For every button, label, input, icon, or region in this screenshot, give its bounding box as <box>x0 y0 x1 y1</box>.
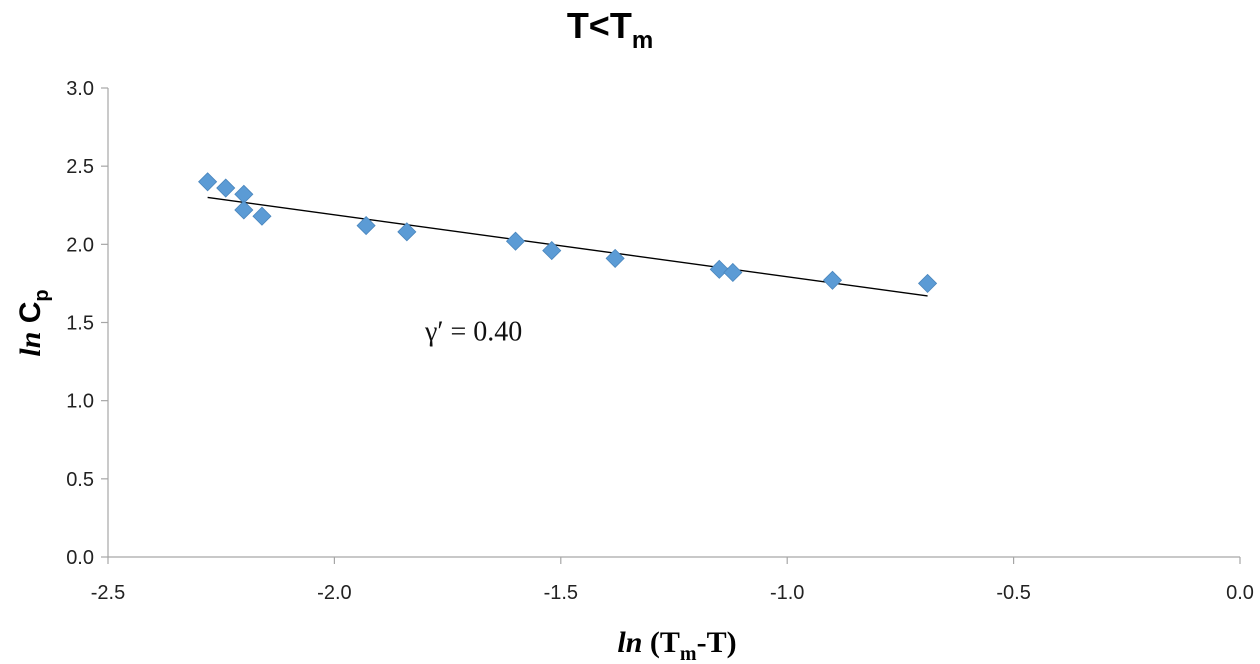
chart-title: T<Tm <box>567 5 653 54</box>
x-tick-label: -1.0 <box>770 582 804 604</box>
x-tick-label: -0.5 <box>996 582 1030 604</box>
data-point <box>918 273 938 293</box>
data-point <box>397 222 417 242</box>
y-tick-label: 3.0 <box>66 78 94 100</box>
x-tick-label: -2.5 <box>91 582 125 604</box>
data-point <box>605 248 625 268</box>
data-point <box>198 172 218 192</box>
plot-area: 0.0 0.5 1.0 1.5 2.0 2.5 3.0 -2.5 -2.0 -1.5 -1.0 -0.… <box>66 78 1254 604</box>
y-axis-label-subscript: p <box>31 289 53 301</box>
x-tick-label: -2.0 <box>317 582 351 604</box>
x-axis-label: ln (Tm-T) <box>617 626 736 664</box>
data-point <box>234 200 254 220</box>
data-point <box>723 262 743 283</box>
data-point <box>505 231 526 251</box>
y-tick-label: 2.5 <box>66 156 94 178</box>
trendline <box>207 196 928 297</box>
data-point <box>542 241 562 261</box>
y-tick-label: 1.5 <box>66 313 94 335</box>
chart-title-main: T<T <box>567 5 632 46</box>
y-tick-label: 2.0 <box>66 234 94 256</box>
y-tick-label: 0.0 <box>66 547 94 569</box>
x-axis-label-subscript: m <box>680 643 697 664</box>
x-axis-label-italic: ln <box>617 626 642 659</box>
data-point <box>252 206 272 226</box>
y-tick-label: 0.5 <box>66 469 94 491</box>
gamma-annotation: γ′ = 0.40 <box>424 316 522 347</box>
x-tick-label: 0.0 <box>1226 582 1254 604</box>
y-axis-label-italic: ln <box>14 332 47 357</box>
y-tick-label: 1.0 <box>66 391 94 413</box>
data-point <box>709 259 729 279</box>
y-axis-label: ln Cp <box>14 289 53 356</box>
x-axis-label-close: -T) <box>697 626 737 659</box>
x-tick-label: -1.5 <box>544 582 578 604</box>
data-point <box>822 270 843 290</box>
x-axis-label-open: (T <box>642 626 680 659</box>
data-point <box>356 216 376 236</box>
chart-title-subscript: m <box>632 27 653 54</box>
y-axis-label-main: C <box>14 302 47 332</box>
data-point <box>216 178 236 198</box>
